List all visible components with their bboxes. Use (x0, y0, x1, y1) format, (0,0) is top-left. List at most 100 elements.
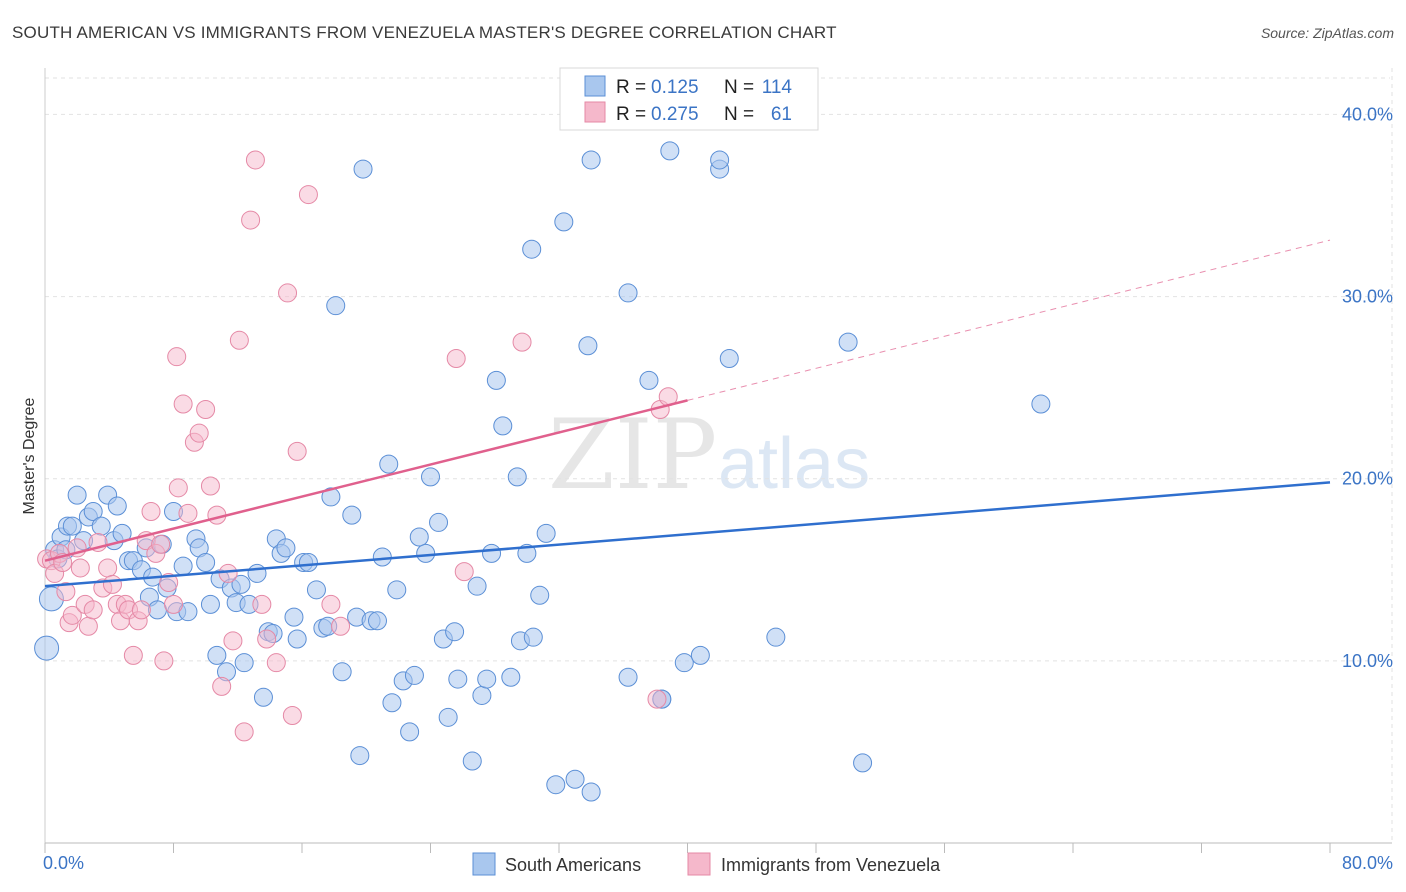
point-venezuela-39 (212, 676, 232, 696)
tick-labels: 10.0% 20.0% 30.0% 40.0% 0.0% 80.0% (43, 104, 1393, 873)
point-south-americans-12 (91, 516, 111, 536)
point-venezuela-55 (446, 349, 466, 368)
point-south-americans-72 (409, 527, 429, 547)
legend-r-label-2: R = (616, 104, 646, 125)
y-tick-label-2: 30.0% (1342, 287, 1393, 307)
point-venezuela-28 (154, 651, 174, 671)
point-south-americans-97 (578, 336, 598, 356)
point-south-americans-83 (477, 669, 497, 689)
point-venezuela-25 (141, 502, 161, 521)
point-south-americans-91 (523, 627, 543, 647)
point-south-americans-7 (62, 516, 82, 536)
point-south-americans-92 (530, 585, 550, 605)
point-south-americans-81 (467, 576, 487, 596)
point-south-americans-90 (517, 543, 537, 563)
point-south-americans-67 (382, 693, 402, 713)
point-south-americans-65 (372, 547, 392, 567)
point-south-americans-88 (507, 467, 527, 487)
point-south-americans-78 (445, 622, 465, 642)
point-venezuela-30 (164, 594, 183, 614)
point-south-americans-112 (838, 332, 858, 352)
point-venezuela-41 (223, 631, 243, 651)
legend-n-label-2: N = (724, 104, 754, 125)
point-south-americans-11 (83, 502, 103, 521)
point-south-americans-77 (438, 707, 458, 727)
point-venezuela-51 (287, 441, 307, 461)
point-south-americans-66 (379, 454, 399, 474)
point-venezuela-33 (178, 503, 198, 523)
point-south-americans-75 (429, 512, 449, 532)
point-venezuela-47 (257, 629, 277, 649)
point-south-americans-101 (618, 667, 638, 687)
x-tick-label-0: 0.0% (43, 853, 84, 873)
chart-title: SOUTH AMERICAN VS IMMIGRANTS FROM VENEZU… (12, 23, 837, 42)
point-venezuela-16 (102, 574, 122, 594)
point-south-americans-49 (284, 607, 304, 627)
legend-swatch-blue (584, 75, 606, 97)
point-south-americans-8 (67, 485, 87, 505)
point-south-americans-70 (400, 722, 420, 742)
chart-source: Source: ZipAtlas.com (1261, 25, 1394, 41)
point-venezuela-43 (234, 722, 254, 742)
point-south-americans-50 (287, 629, 307, 649)
legend-r-value-1: 0.125 (651, 77, 699, 98)
point-south-americans-95 (554, 212, 574, 232)
point-south-americans-61 (350, 746, 370, 766)
point-venezuela-56 (454, 562, 474, 582)
series-south-americans (34, 141, 1051, 802)
point-south-americans-39 (231, 574, 251, 594)
point-south-americans-108 (690, 645, 710, 665)
y-tick-label-0: 10.0% (1342, 651, 1393, 671)
point-south-americans-115 (710, 150, 730, 170)
point-south-americans-107 (674, 653, 694, 673)
point-south-americans-110 (719, 349, 739, 368)
point-venezuela-60 (647, 689, 667, 709)
point-venezuela-52 (298, 185, 318, 205)
point-south-americans-42 (247, 563, 267, 583)
point-south-americans-74 (421, 467, 440, 487)
point-venezuela-50 (282, 706, 302, 725)
point-venezuela-44 (241, 210, 261, 230)
point-south-americans-98 (581, 782, 601, 802)
trend-lines (44, 239, 1331, 588)
point-south-americans-103 (639, 370, 659, 390)
point-venezuela-32 (173, 394, 193, 414)
series-venezuela (37, 150, 678, 742)
point-south-americans-105 (660, 141, 680, 161)
point-venezuela-12 (83, 600, 103, 620)
point-south-americans-93 (536, 523, 556, 543)
point-venezuela-23 (131, 600, 151, 620)
y-tick-label-3: 40.0% (1342, 104, 1393, 124)
y-tick-label-1: 20.0% (1342, 469, 1393, 489)
point-south-americans-56 (321, 487, 341, 507)
axes (44, 68, 1392, 853)
point-south-americans-15 (107, 496, 127, 516)
point-venezuela-46 (252, 594, 272, 614)
point-south-americans-87 (501, 667, 521, 687)
point-venezuela-31 (168, 478, 188, 498)
point-venezuela-57 (512, 332, 532, 352)
point-south-americans-40 (234, 653, 254, 673)
point-venezuela-27 (151, 534, 171, 554)
trend-line-venezuela (44, 399, 688, 562)
point-south-americans-79 (448, 669, 468, 689)
point-south-americans-33 (200, 594, 220, 614)
y-axis-label: Master's Degree (21, 397, 38, 514)
point-south-americans-94 (546, 775, 566, 795)
point-venezuela-49 (278, 283, 298, 303)
point-venezuela-5 (56, 582, 76, 602)
point-venezuela-21 (123, 645, 143, 665)
point-venezuela-61 (167, 347, 187, 367)
legend-n-value-1: 114 (762, 77, 793, 98)
point-south-americans-84 (482, 543, 502, 563)
point-venezuela-29 (159, 573, 179, 593)
point-venezuela-15 (98, 558, 118, 578)
bottom-legend-label-1: South Americans (505, 855, 641, 875)
point-south-americans-0 (34, 635, 60, 661)
series-legend: South Americans Immigrants from Venezuel… (472, 852, 941, 876)
point-venezuela-11 (78, 616, 98, 636)
point-venezuela-7 (62, 605, 82, 625)
stats-legend: R = 0.125 N = 114 R = 0.275 N = 61 (559, 67, 819, 131)
bottom-legend-swatch-blue (472, 852, 496, 876)
